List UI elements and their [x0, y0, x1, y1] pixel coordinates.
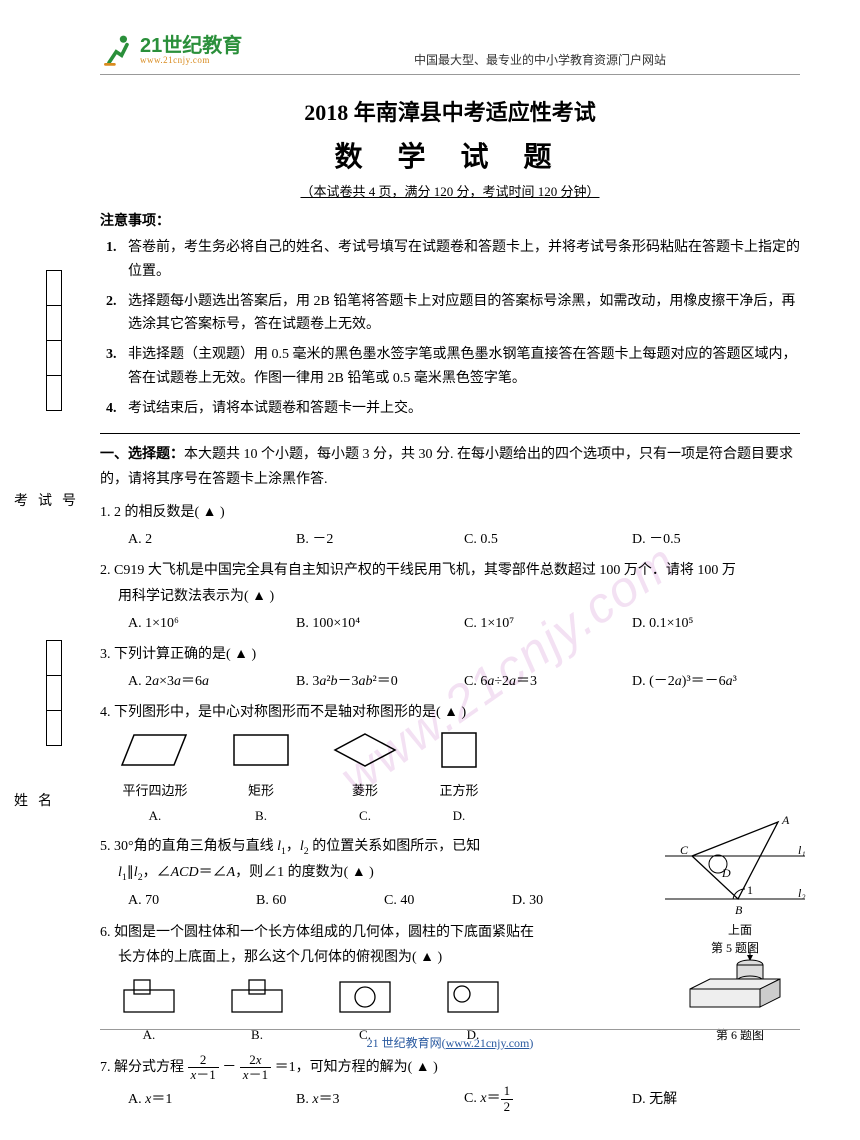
q3-opt-c: C. 6a÷2a＝3 [464, 669, 632, 694]
notice-text: 非选择题（主观题）用 0.5 毫米的黑色墨水签字笔或黑色墨水钢笔直接答在答题卡上… [128, 343, 800, 391]
footer-link[interactable]: www.21cnjy.com [446, 1036, 530, 1050]
q5-opt-a: A. 70 [128, 888, 256, 913]
question-2: 2. C919 大飞机是中国完全具有自主知识产权的干线民用飞机，其零部件总数超过… [100, 558, 800, 636]
exam-title-subject: 数 学 试 题 [100, 135, 800, 175]
site-logo: 21世纪教育 www.21cnjy.com [100, 30, 280, 70]
q1-opt-a: A. 2 [128, 527, 296, 552]
logo-en: www.21cnjy.com [140, 56, 242, 65]
q2-opt-c: C. 1×10⁷ [464, 611, 632, 636]
svg-text:C: C [680, 843, 689, 857]
q1-opt-c: C. 0.5 [464, 527, 632, 552]
q1-opt-b: B. －2 [296, 527, 464, 552]
question-6: 上面 第 6 题图 6. 如图是一个圆柱体和一个长方体组成的几何体，圆柱的下底面… [100, 920, 800, 1047]
notice-text: 答卷前，考生务必将自己的姓名、考试号填写在试题卷和答题卡上，并将考试号条形码粘贴… [128, 236, 800, 284]
svg-text:A: A [781, 814, 790, 827]
q3-opt-a: A. 2a×3a＝6a [128, 669, 296, 694]
q7-opt-a: A. x＝1 [128, 1087, 296, 1112]
q5-opt-b: B. 60 [256, 888, 384, 913]
q4-shape-c: 菱形 C. [332, 731, 398, 827]
q5-opt-d: D. 30 [512, 888, 640, 913]
svg-text:B: B [735, 903, 743, 917]
logo-cn: 21世纪教育 [140, 36, 242, 56]
header-tagline: 中国最大型、最专业的中小学教育资源门户网站 [280, 51, 800, 70]
q4-shape-a: 平行四边形 A. [120, 731, 190, 827]
notice-text: 考试结束后，请将本试题卷和答题卡一并上交。 [128, 397, 800, 421]
exam-title-year: 2018 年南漳县中考适应性考试 [100, 95, 800, 127]
q4-shape-d: 正方形 D. [438, 731, 480, 827]
svg-text:l₂: l₂ [798, 886, 806, 900]
q3-opt-b: B. 3a²b－3ab²＝0 [296, 669, 464, 694]
notice-heading: 注意事项： [100, 210, 800, 230]
notice-list: 1.答卷前，考生务必将自己的姓名、考试号填写在试题卷和答题卡上，并将考试号条形码… [100, 236, 800, 434]
question-5: A C D 1 B l₁ l₂ 第 5 题图 5. 30°角的直角三角板与直线 … [100, 834, 800, 914]
svg-text:D: D [721, 866, 731, 880]
notice-num: 1. [106, 236, 128, 284]
q7-opt-d: D. 无解 [632, 1087, 800, 1112]
page-header: 21世纪教育 www.21cnjy.com 中国最大型、最专业的中小学教育资源门… [100, 30, 800, 75]
q5-opt-c: C. 40 [384, 888, 512, 913]
section-1-heading: 一、选择题：本大题共 10 个小题，每小题 3 分，共 30 分. 在每小题给出… [100, 442, 800, 492]
q4-shape-b: 矩形 B. [230, 731, 292, 827]
q1-opt-d: D. －0.5 [632, 527, 800, 552]
q7-opt-c: C. x＝12 [464, 1084, 632, 1114]
notice-num: 4. [106, 397, 128, 421]
question-7: 7. 解分式方程 2x－1 － 2xx－1 ＝1，可知方程的解为( ▲ ) A.… [100, 1053, 800, 1114]
runner-icon [100, 32, 136, 68]
exam-title-info: （本试卷共 4 页，满分 120 分，考试时间 120 分钟） [100, 181, 800, 200]
q3-opt-d: D. (－2a)³＝－6a³ [632, 669, 800, 694]
question-1: 1. 2 的相反数是( ▲ ) A. 2 B. －2 C. 0.5 D. －0.… [100, 500, 800, 552]
page-footer: 21 世纪教育网(www.21cnjy.com) [100, 1029, 800, 1051]
question-4: 4. 下列图形中，是中心对称图形而不是轴对称图形的是( ▲ ) 平行四边形 A.… [100, 700, 800, 827]
question-3: 3. 下列计算正确的是( ▲ ) A. 2a×3a＝6a B. 3a²b－3ab… [100, 642, 800, 694]
q6-figure: 上面 第 6 题图 [680, 920, 800, 1047]
q7-opt-b: B. x＝3 [296, 1087, 464, 1112]
notice-num: 3. [106, 343, 128, 391]
notice-text: 选择题每小题选出答案后，用 2B 铅笔将答题卡上对应题目的答案标号涂黑，如需改动… [128, 290, 800, 338]
q2-opt-d: D. 0.1×10⁵ [632, 611, 800, 636]
svg-text:1: 1 [747, 883, 753, 897]
q2-opt-b: B. 100×10⁴ [296, 611, 464, 636]
q2-opt-a: A. 1×10⁶ [128, 611, 296, 636]
svg-text:l₁: l₁ [798, 843, 806, 857]
notice-num: 2. [106, 290, 128, 338]
